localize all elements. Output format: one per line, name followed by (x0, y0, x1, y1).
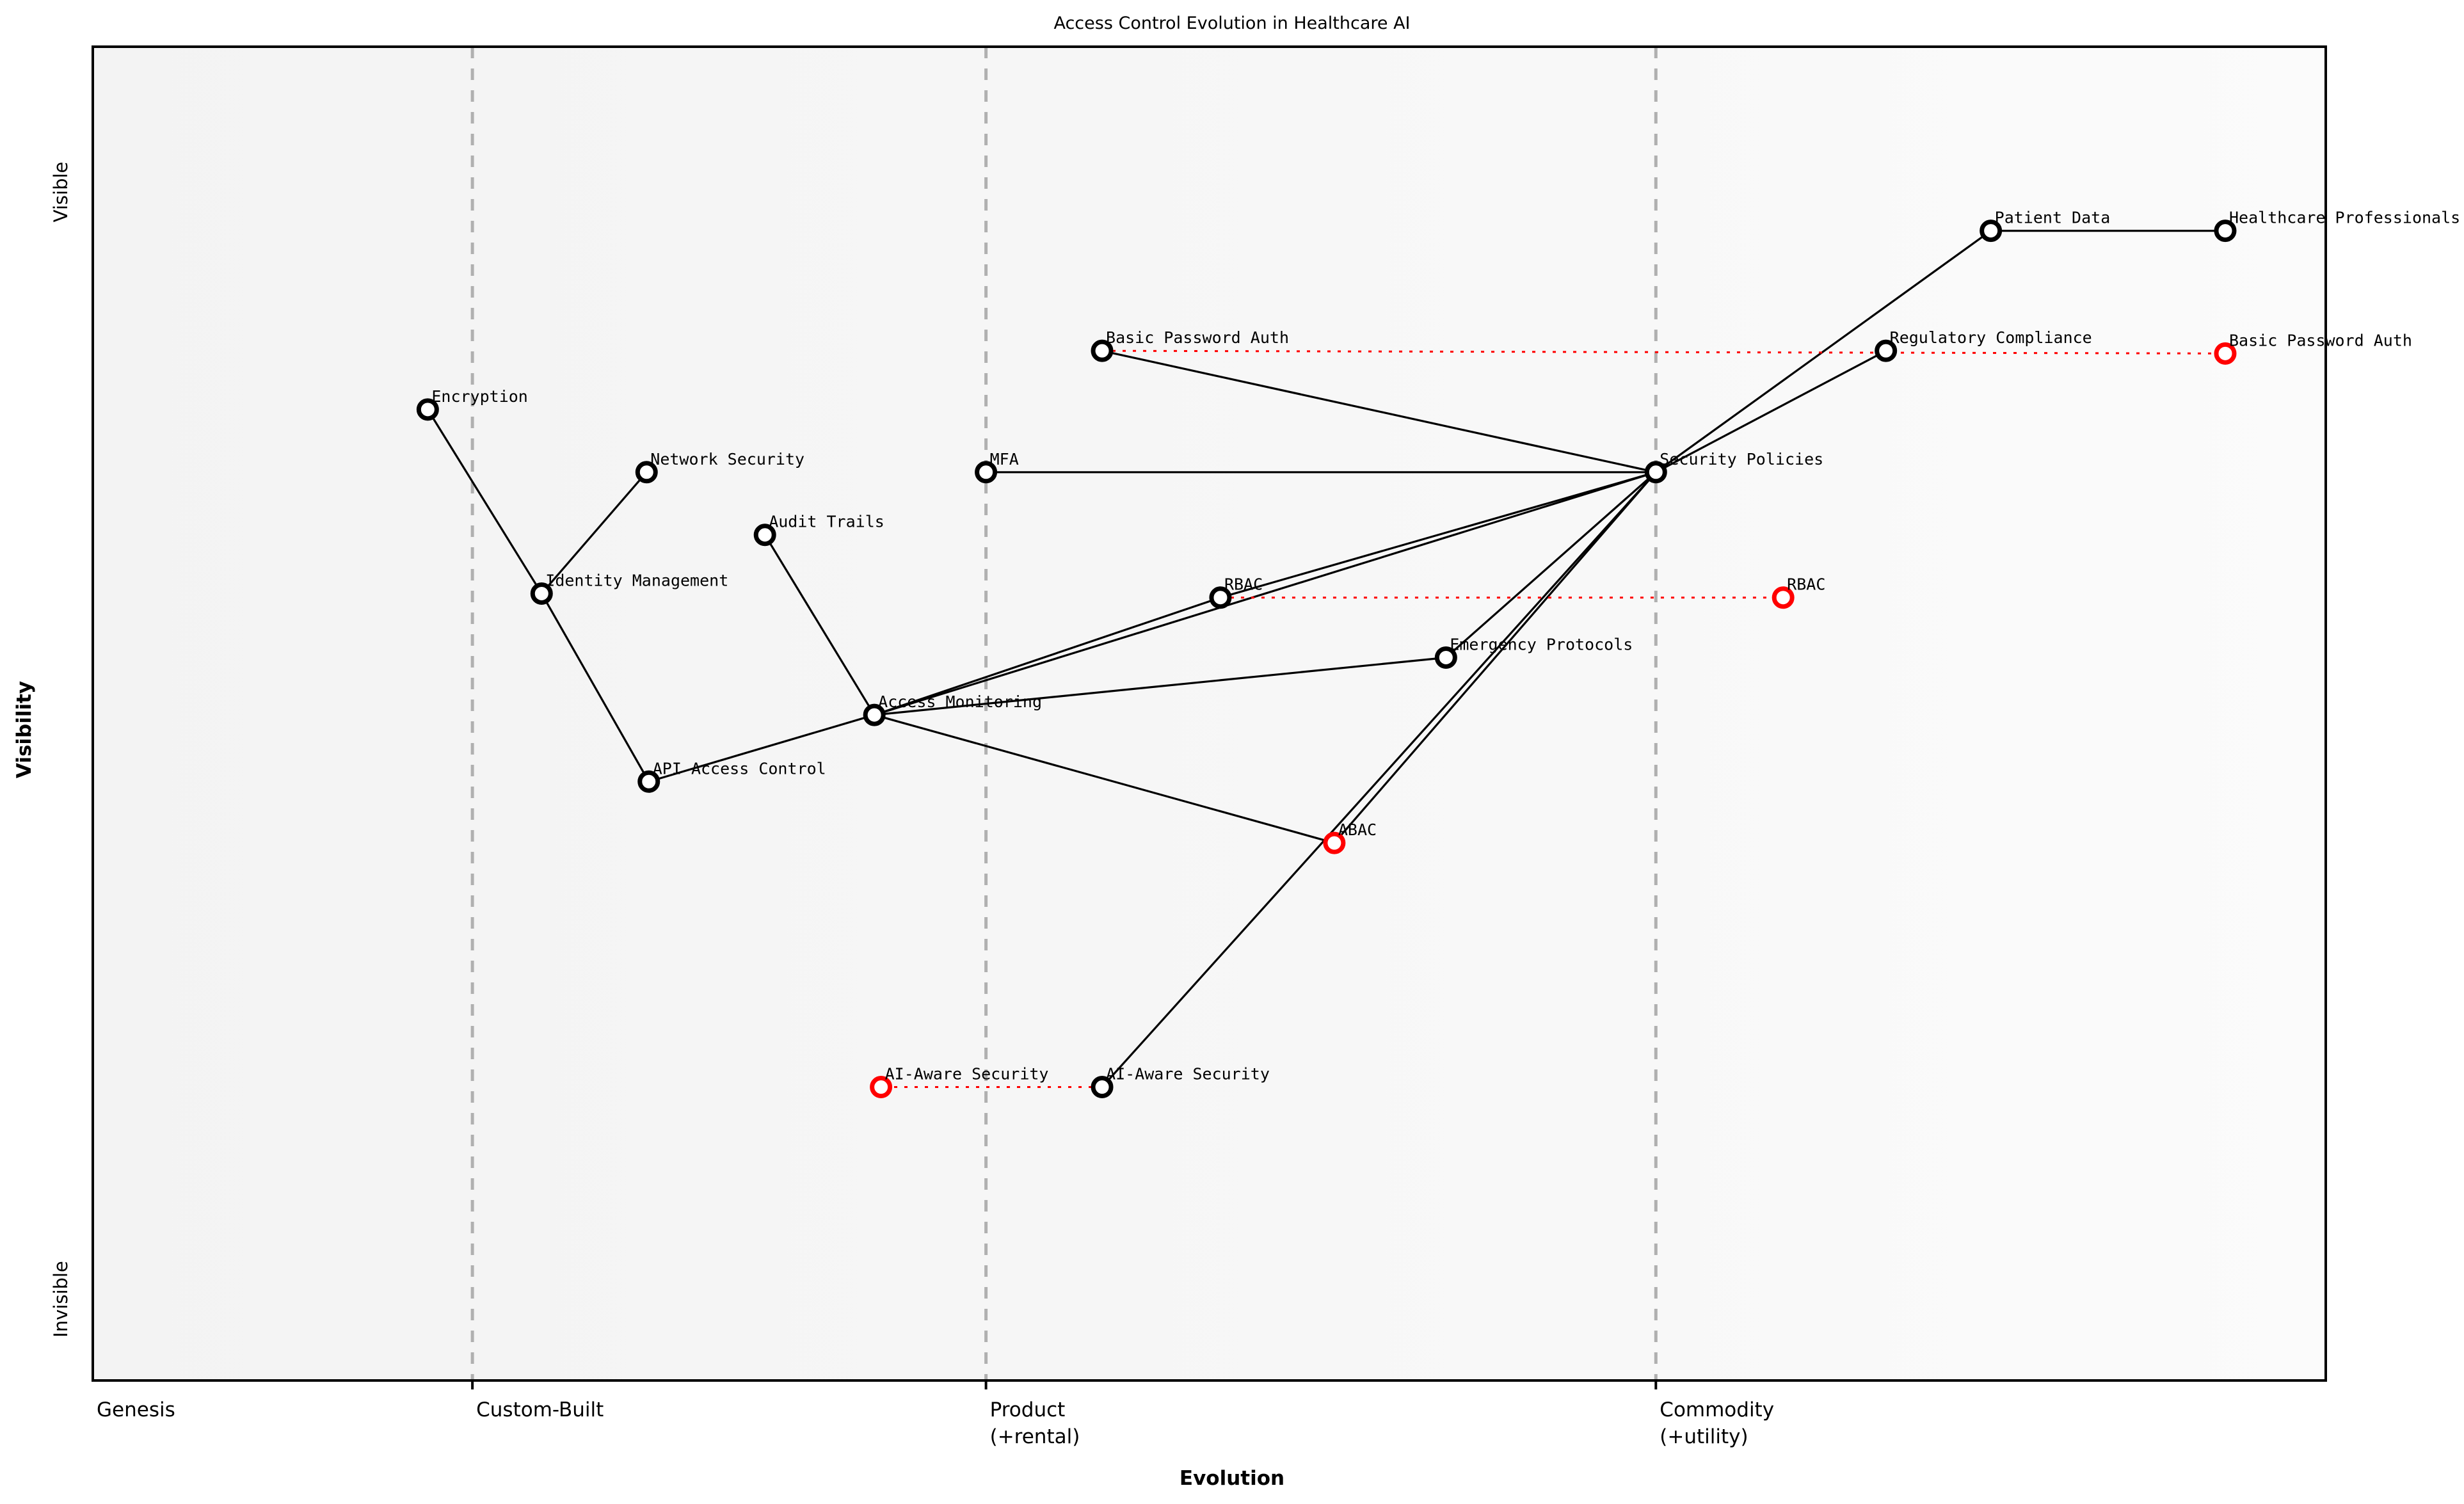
x-tick-label-3-line1: (+utility) (1660, 1425, 1748, 1448)
node-regulatory-compliance[interactable] (1875, 339, 1898, 362)
evolution-target-label-basic-password-auth-target: Basic Password Auth (2229, 331, 2412, 349)
evolution-target-label-ai-aware-security-target: AI-Aware Security (885, 1065, 1049, 1084)
edge-access-monitoring-to-abac (874, 714, 1335, 844)
edge-access-monitoring-to-rbac (874, 596, 1221, 716)
edge-api-access-control-to-access-monitoring (648, 714, 875, 783)
node-identity-management[interactable] (530, 582, 553, 605)
edge-basic-password-auth-to-security-policies (1101, 349, 1656, 474)
x-axis-ticks: Genesis Custom-Built Product (+rental) Commo… (97, 1380, 1774, 1448)
node-label-ai-aware-security: AI-Aware Security (1106, 1065, 1270, 1084)
edge-rbac-to-security-policies (1220, 471, 1656, 599)
node-label-regulatory-compliance: Regulatory Compliance (1890, 328, 2092, 347)
node-label-emergency-protocols: Emergency Protocols (1450, 635, 1633, 653)
node-abac[interactable] (1323, 831, 1346, 854)
node-patient-data[interactable] (1980, 220, 2003, 243)
evolution-target-ai-aware-security-target[interactable] (870, 1076, 893, 1099)
evolution-line-basic-password-auth-target (1102, 349, 2225, 355)
x-tick-label-3: Commodity (1660, 1398, 1774, 1421)
node-label-audit-trails: Audit Trails (769, 513, 884, 531)
x-tick-label-2: Product (990, 1398, 1066, 1421)
node-rbac[interactable] (1209, 586, 1232, 609)
edge-access-monitoring-to-security-policies (874, 471, 1656, 716)
x-axis-title: Evolution (1180, 1467, 1284, 1490)
edge-abac-to-security-policies (1333, 471, 1657, 844)
x-tick-label-2-line1: (+rental) (990, 1425, 1080, 1448)
node-label-security-policies: Security Policies (1660, 450, 1823, 468)
edge-ai-aware-security-to-security-policies (1101, 471, 1657, 1088)
node-api-access-control[interactable] (637, 770, 660, 793)
gridlines (470, 47, 1658, 1380)
edge-emergency-protocols-to-security-policies (1445, 471, 1657, 659)
evolution-arrows (881, 349, 2225, 1089)
node-label-patient-data: Patient Data (1995, 209, 2111, 227)
node-label-network-security: Network Security (650, 450, 804, 468)
plot-border (92, 45, 2327, 1382)
node-label-mfa: MFA (990, 450, 1019, 468)
node-label-basic-password-auth: Basic Password Auth (1106, 328, 1289, 347)
map-nodes: Encryption Network Security Identity Manag… (416, 209, 2460, 1099)
node-label-identity-management: Identity Management (545, 571, 728, 589)
x-tick-label-0: Genesis (97, 1398, 175, 1421)
value-chain-edges (426, 229, 2225, 1088)
plot-background (93, 47, 2326, 1380)
edge-access-monitoring-to-emergency-protocols (874, 656, 1446, 716)
edge-identity-management-to-api-access-control (540, 593, 650, 783)
node-label-api-access-control: API Access Control (653, 759, 826, 778)
edge-audit-trails-to-access-monitoring (764, 534, 876, 716)
y-axis-invisible-label: Invisible (50, 1261, 72, 1338)
edge-encryption-to-identity-management (426, 409, 543, 595)
node-healthcare-professionals[interactable] (2214, 220, 2237, 243)
node-security-policies[interactable] (1644, 461, 1667, 484)
y-axis-visible-label: Visible (50, 162, 72, 223)
chart-title: Access Control Evolution in Healthcare A… (1053, 13, 1410, 33)
node-label-encryption: Encryption (431, 387, 528, 406)
node-access-monitoring[interactable] (863, 703, 886, 726)
node-mfa[interactable] (975, 461, 998, 484)
node-emergency-protocols[interactable] (1434, 646, 1457, 669)
node-basic-password-auth[interactable] (1091, 339, 1114, 362)
edge-identity-management-to-network-security (541, 471, 648, 595)
edge-security-policies-to-regulatory-compliance (1655, 349, 1887, 474)
node-label-access-monitoring: Access Monitoring (878, 692, 1042, 711)
evolution-target-basic-password-auth-target[interactable] (2214, 342, 2237, 365)
node-network-security[interactable] (635, 461, 658, 484)
y-axis-title: Visibility (13, 681, 36, 778)
evolution-target-label-rbac-target: RBAC (1787, 575, 1825, 594)
node-label-rbac: RBAC (1224, 575, 1263, 594)
node-label-healthcare-professionals: Healthcare Professionals (2229, 209, 2460, 227)
x-tick-label-1: Custom-Built (476, 1398, 604, 1421)
node-encryption[interactable] (416, 398, 439, 421)
node-audit-trails[interactable] (753, 524, 776, 547)
node-ai-aware-security[interactable] (1091, 1076, 1114, 1099)
edge-security-policies-to-patient-data (1655, 230, 1992, 474)
evolution-target-rbac-target[interactable] (1772, 586, 1795, 609)
node-label-abac: ABAC (1338, 820, 1377, 839)
